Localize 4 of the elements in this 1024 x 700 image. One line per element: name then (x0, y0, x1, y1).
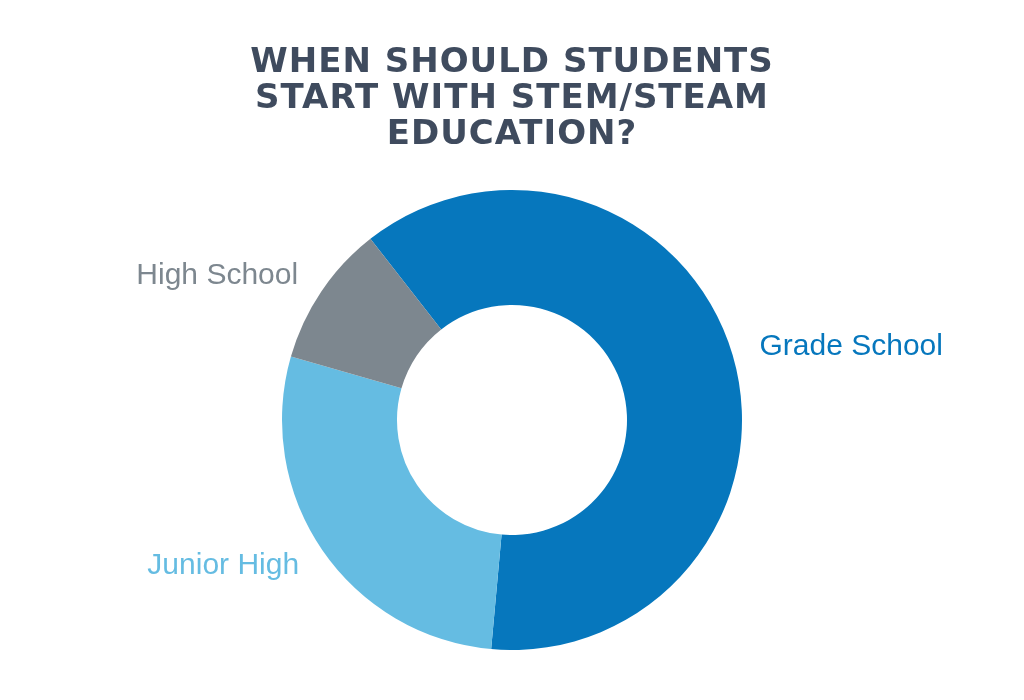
slice-label: High School (136, 256, 299, 290)
slice-label: Grade School (759, 328, 943, 362)
chart-title: WHEN SHOULD STUDENTS START WITH STEM/STEAM EDUCATION? (249, 40, 775, 152)
slice-label: Junior High (147, 547, 300, 581)
